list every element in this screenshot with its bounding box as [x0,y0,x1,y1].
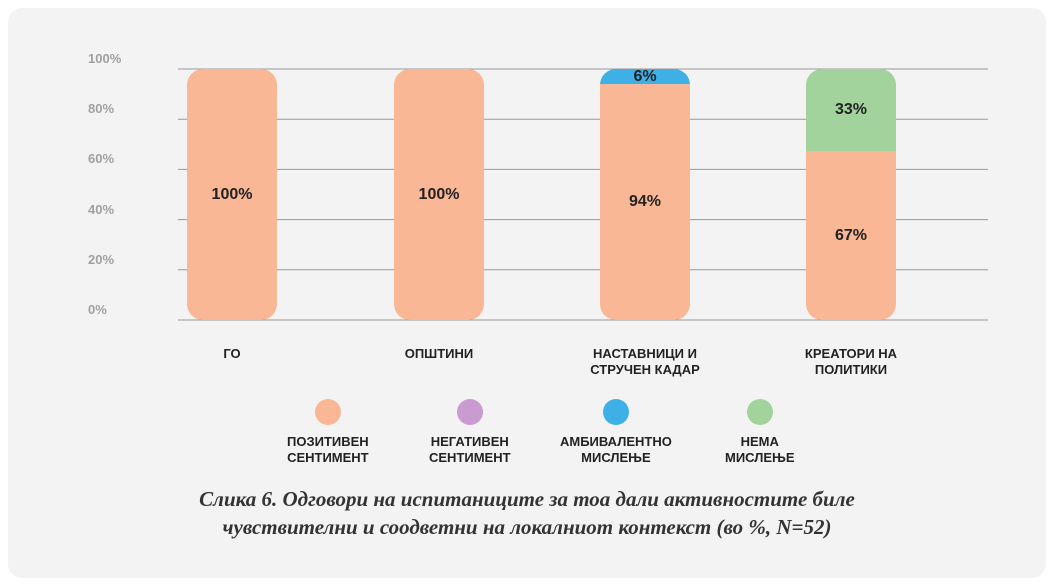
value-label: 67% [834,226,868,244]
x-tick-label: КРЕАТОРИ НА ПОЛИТИКИ [804,346,898,377]
y-tick-label: 100% [88,51,122,66]
bar-group [187,69,277,320]
value-label: 100% [211,185,253,203]
bar-group [394,69,484,320]
bar-group [600,69,690,320]
legend-label: ПОЗИТИВЕН СЕНТИМЕНТ [287,434,369,465]
value-label: 100% [418,185,460,203]
legend-swatch [603,399,629,425]
y-tick-label: 20% [88,251,115,267]
value-label: 94% [628,193,662,211]
bar-segment [600,84,690,320]
legend-label: НЕГАТИВЕН СЕНТИМЕНТ [429,434,511,465]
x-tick-label: ГО [223,346,241,361]
value-label: 33% [834,101,868,119]
y-tick-label: 0% [88,302,107,317]
x-tick-label: ОПШТИНИ [404,346,474,361]
legend-swatch [457,399,483,425]
legend-swatch [315,399,341,425]
legend-swatch [747,399,773,425]
caption: Слика 6. Одговори на испитаниците за тоа… [199,487,855,539]
y-tick-label: 80% [88,101,115,117]
bar-segment [806,69,896,152]
bar-segment [394,69,484,320]
y-tick-label: 40% [88,201,115,217]
bar-segment [806,151,896,320]
legend-label: НЕМА МИСЛЕЊЕ [725,434,795,465]
bar-segment [187,69,277,320]
bar-group [806,69,896,320]
y-tick-label: 60% [88,151,115,167]
legend-label: АМБИВАЛЕНТНО МИСЛЕЊЕ [560,434,672,465]
x-tick-label: НАСТАВНИЦИ И СТРУЧЕН КАДАР [590,346,700,377]
value-label: 6% [633,67,657,85]
bar-segment [600,69,690,85]
